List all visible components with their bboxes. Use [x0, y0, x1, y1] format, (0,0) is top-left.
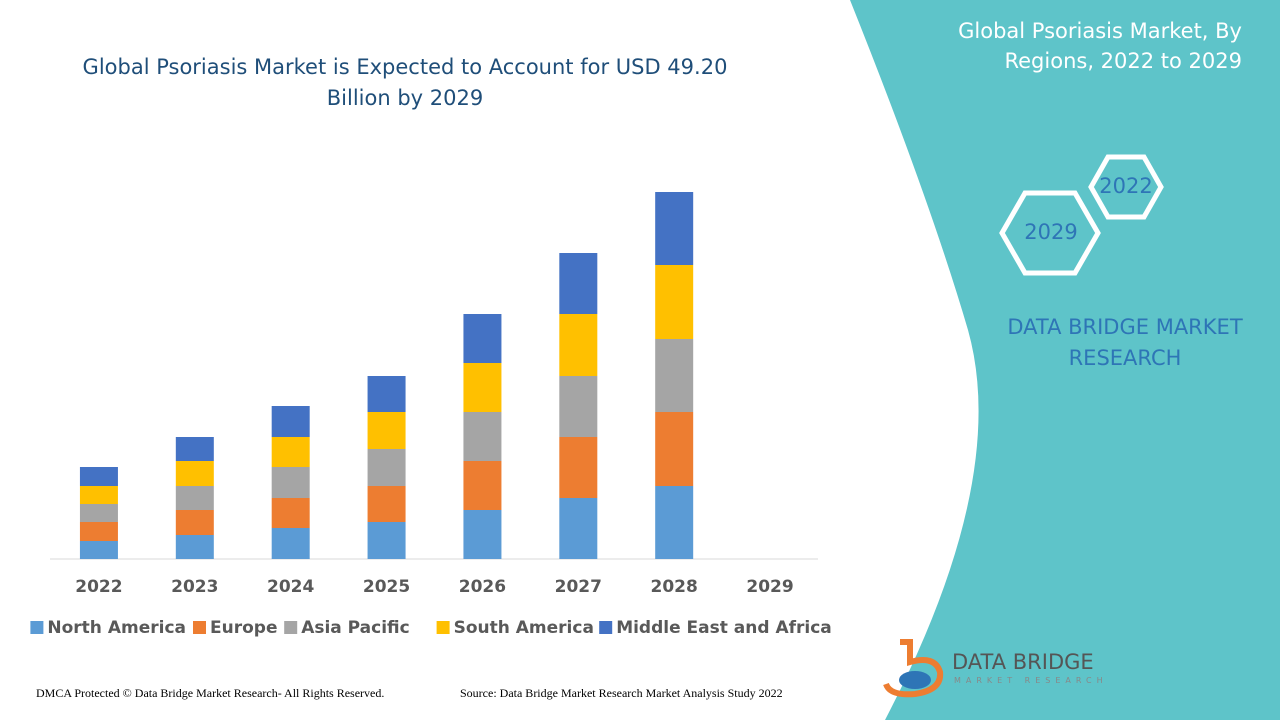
x-tick-label: 2025	[363, 577, 410, 597]
legend-label: Middle East and Africa	[616, 618, 832, 638]
bar-segment	[79, 504, 118, 522]
hexagon	[999, 190, 1101, 276]
logo-sub: MARKET RESEARCH	[954, 676, 1108, 685]
hex-label: 2029	[1024, 220, 1077, 244]
hexagon	[1088, 154, 1164, 220]
bar-segment	[175, 486, 214, 510]
legend-label: Asia Pacific	[301, 618, 410, 638]
bar-segment	[559, 314, 598, 376]
bar-segment	[271, 467, 310, 498]
panel-title: Global Psoriasis Market, By Regions, 202…	[958, 19, 1242, 73]
x-tick-label: 2026	[459, 577, 506, 597]
bar-segment	[175, 510, 214, 535]
bar-segment	[271, 406, 310, 437]
side-panel	[850, 0, 1280, 720]
bar-segment	[367, 449, 406, 486]
bar-segment	[559, 437, 598, 498]
x-tick-label: 2028	[651, 577, 698, 597]
footer-left: DMCA Protected © Data Bridge Market Rese…	[36, 686, 385, 700]
bar-segment	[367, 376, 406, 412]
bar-segment	[463, 412, 502, 461]
brand: DATA BRIDGE MARKET RESEARCH	[1007, 315, 1243, 370]
legend-swatch	[193, 621, 206, 634]
legend-label: South America	[454, 618, 594, 638]
hex-label: 2022	[1099, 174, 1152, 198]
bar-segment	[79, 522, 118, 541]
bar-segment	[655, 339, 694, 412]
bar-segment	[367, 412, 406, 449]
bar-segment	[367, 522, 406, 559]
bar-segment	[655, 265, 694, 339]
bar-segment	[271, 498, 310, 528]
bar-segment	[367, 486, 406, 522]
bar-segment	[271, 437, 310, 467]
bar-segment	[175, 461, 214, 486]
bar-segment	[79, 486, 118, 504]
logo-mark	[899, 671, 931, 689]
bar-segment	[79, 541, 118, 559]
legend-label: North America	[47, 618, 186, 638]
logo-name: DATA BRIDGE	[952, 650, 1094, 674]
bar-segment	[559, 253, 598, 314]
bar-segment	[559, 376, 598, 437]
logo-mark	[883, 639, 944, 698]
legend-label: Europe	[210, 618, 277, 638]
x-tick-label: 2029	[746, 577, 793, 597]
footer-right: Source: Data Bridge Market Research Mark…	[460, 686, 783, 700]
x-tick-label: 2027	[555, 577, 602, 597]
x-tick-label: 2023	[171, 577, 218, 597]
bar-segment	[463, 510, 502, 559]
bar-segment	[559, 498, 598, 559]
legend-swatch	[436, 621, 450, 634]
bar-segment	[175, 535, 214, 559]
bar-segment	[655, 412, 694, 486]
bar-segment	[463, 363, 502, 412]
bar-segment	[655, 192, 694, 265]
legend-swatch	[284, 621, 298, 634]
x-tick-label: 2024	[267, 577, 314, 597]
bar-segment	[655, 486, 694, 559]
bar-segment	[175, 437, 214, 461]
bar-segment	[463, 314, 502, 363]
chart-title: Global Psoriasis Market is Expected to A…	[82, 55, 728, 110]
bar-segment	[463, 461, 502, 510]
x-tick-label: 2022	[75, 577, 122, 597]
legend-swatch	[599, 621, 613, 634]
legend-swatch	[30, 621, 44, 634]
bar-segment	[271, 528, 310, 559]
bar-segment	[79, 467, 118, 486]
